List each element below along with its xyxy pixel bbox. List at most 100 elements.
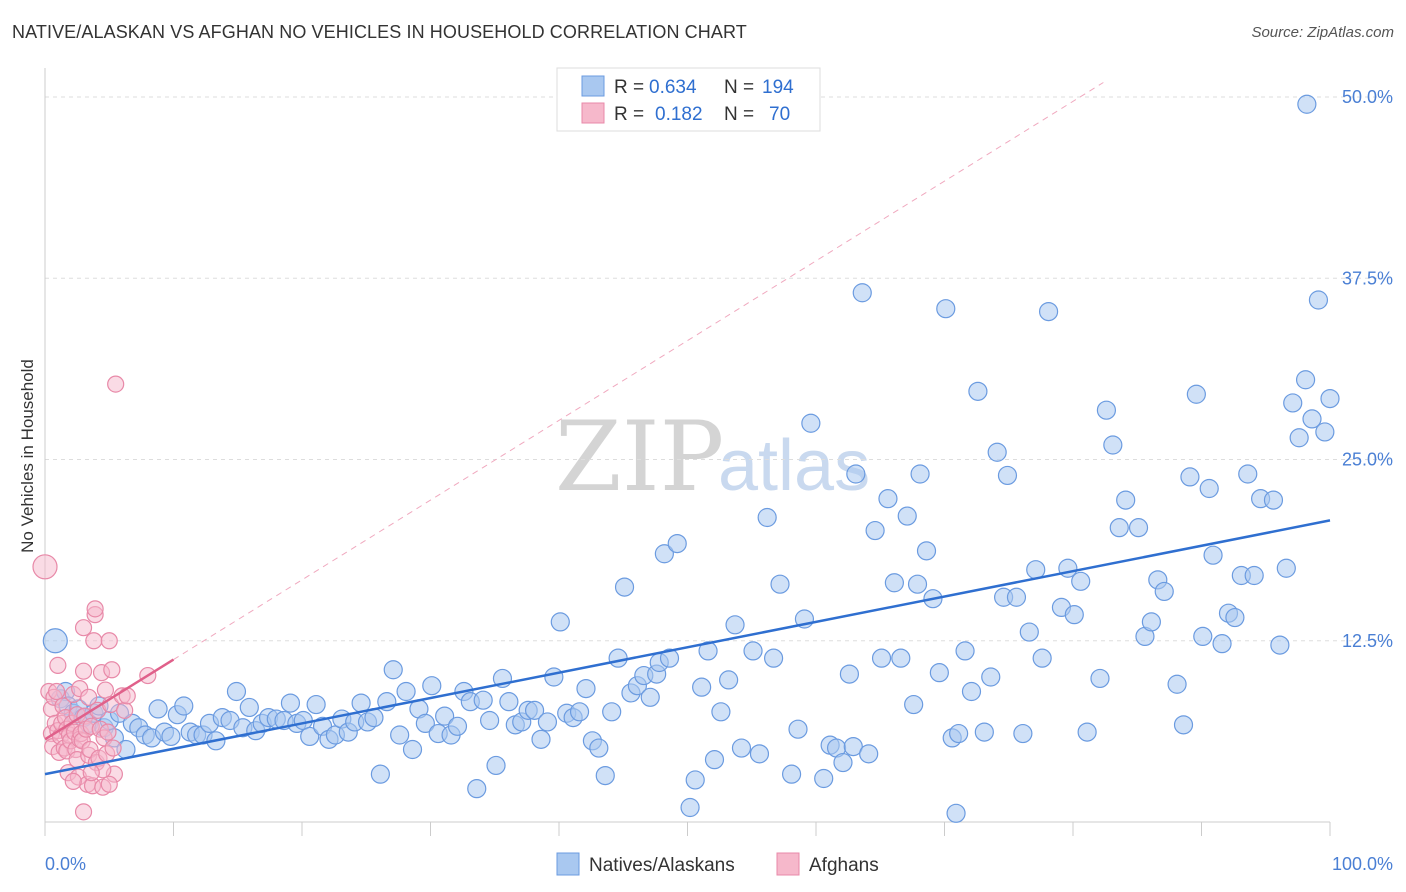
natives-point-90 xyxy=(608,648,628,668)
natives-point-190 xyxy=(1283,393,1303,413)
natives-point-125 xyxy=(846,464,866,484)
natives-point-184 xyxy=(1238,464,1258,484)
natives-point-161 xyxy=(1071,571,1091,591)
bottom-legend-swatch-afghans xyxy=(776,852,800,876)
legend-r-label-pink: R = xyxy=(614,104,644,125)
natives-point-153 xyxy=(1013,723,1033,744)
natives-point-139 xyxy=(929,663,949,683)
natives-point-85 xyxy=(576,678,596,699)
natives-point-70 xyxy=(480,710,500,731)
natives-point-43 xyxy=(306,694,326,715)
natives-point-136 xyxy=(910,464,930,484)
natives-point-191 xyxy=(1289,428,1309,448)
natives-point-182 xyxy=(1225,607,1245,628)
afghans-point-7 xyxy=(47,682,66,701)
natives-point-174 xyxy=(1173,715,1194,735)
natives-point-116 xyxy=(788,719,808,739)
natives-point-133 xyxy=(897,506,917,526)
natives-point-33 xyxy=(239,697,259,718)
natives-point-63 xyxy=(435,706,455,726)
natives-point-23 xyxy=(174,696,194,716)
natives-point-68 xyxy=(467,779,487,799)
natives-point-175 xyxy=(1180,467,1200,487)
natives-point-60 xyxy=(415,713,435,734)
natives-point-124 xyxy=(843,736,863,757)
natives-point-146 xyxy=(968,381,988,401)
grid-lines xyxy=(45,96,1390,642)
afghans-point-9 xyxy=(49,656,67,675)
natives-point-73 xyxy=(499,692,519,712)
trend-lines xyxy=(44,519,1331,776)
watermark-zip: ZIP xyxy=(555,401,724,513)
bottom-legend-swatch-natives xyxy=(556,852,580,876)
natives-point-110 xyxy=(743,641,763,661)
natives-point-78 xyxy=(531,729,551,749)
legend-r-value-pink: 0.182 xyxy=(655,104,703,125)
series-natives-points xyxy=(42,94,1340,823)
natives-point-31 xyxy=(226,681,247,702)
natives-point-145 xyxy=(961,681,982,702)
natives-point-104 xyxy=(698,641,718,661)
natives-point-71 xyxy=(486,755,506,776)
afghans-point-58 xyxy=(104,739,122,757)
bottom-legend: Natives/Alaskans Afghans xyxy=(556,852,879,876)
natives-point-142 xyxy=(946,803,966,823)
natives-point-129 xyxy=(871,648,892,668)
natives-point-56 xyxy=(390,725,410,745)
natives-point-112 xyxy=(757,507,777,528)
natives-point-126 xyxy=(852,283,872,303)
afghans-point-44 xyxy=(86,600,104,618)
natives-point-41 xyxy=(293,710,313,731)
natives-point-87 xyxy=(589,738,609,758)
natives-point-177 xyxy=(1193,626,1213,647)
natives-point-100 xyxy=(667,533,687,554)
natives-point-135 xyxy=(907,574,928,594)
natives-point-109 xyxy=(731,738,752,758)
natives-point-42 xyxy=(300,726,320,747)
natives-point-122 xyxy=(833,752,853,773)
natives-point-130 xyxy=(878,489,898,509)
legend-r-value-blue: 0.634 xyxy=(649,77,697,98)
afghans-point-60 xyxy=(100,775,118,793)
afghans-point-0 xyxy=(32,554,58,580)
natives-point-114 xyxy=(770,574,790,594)
diagonal-reference xyxy=(173,82,1104,661)
y-axis-title: No Vehicles in Household xyxy=(18,359,37,553)
natives-point-168 xyxy=(1128,518,1149,538)
natives-point-151 xyxy=(997,465,1018,486)
natives-point-162 xyxy=(1077,722,1097,742)
natives-point-91 xyxy=(614,577,635,597)
legend-swatch-blue xyxy=(581,75,605,97)
natives-point-178 xyxy=(1199,478,1219,499)
natives-point-160 xyxy=(1064,605,1084,625)
natives-point-119 xyxy=(814,768,834,789)
y-tick-label-12-5: 12.5% xyxy=(1342,631,1393,651)
afghans-point-52 xyxy=(96,681,114,699)
natives-point-108 xyxy=(725,615,745,635)
natives-point-53 xyxy=(370,764,390,784)
legend-n-label-blue: N = xyxy=(724,77,754,98)
afghans-point-55 xyxy=(100,632,118,650)
natives-point-154 xyxy=(1019,622,1039,642)
natives-point-101 xyxy=(680,797,700,818)
natives-point-170 xyxy=(1141,612,1161,632)
natives-point-167 xyxy=(1116,490,1136,510)
natives-point-173 xyxy=(1167,674,1187,694)
natives-point-165 xyxy=(1103,435,1123,455)
natives-point-193 xyxy=(1302,409,1322,429)
legend-n-value-blue: 194 xyxy=(762,77,794,98)
x-tick-label-max: 100.0% xyxy=(1332,854,1393,874)
afghans-trend-line xyxy=(44,658,175,741)
natives-point-143 xyxy=(949,723,969,744)
natives-point-188 xyxy=(1270,635,1290,655)
natives-point-58 xyxy=(402,739,423,760)
series-afghans-points xyxy=(32,375,157,821)
natives-point-111 xyxy=(749,744,770,764)
natives-point-172 xyxy=(1154,581,1174,602)
natives-point-140 xyxy=(936,299,956,319)
natives-point-163 xyxy=(1090,668,1110,689)
natives-point-179 xyxy=(1203,545,1223,565)
natives-point-148 xyxy=(981,667,1001,687)
natives-point-103 xyxy=(692,677,712,697)
natives-point-185 xyxy=(1244,565,1264,586)
